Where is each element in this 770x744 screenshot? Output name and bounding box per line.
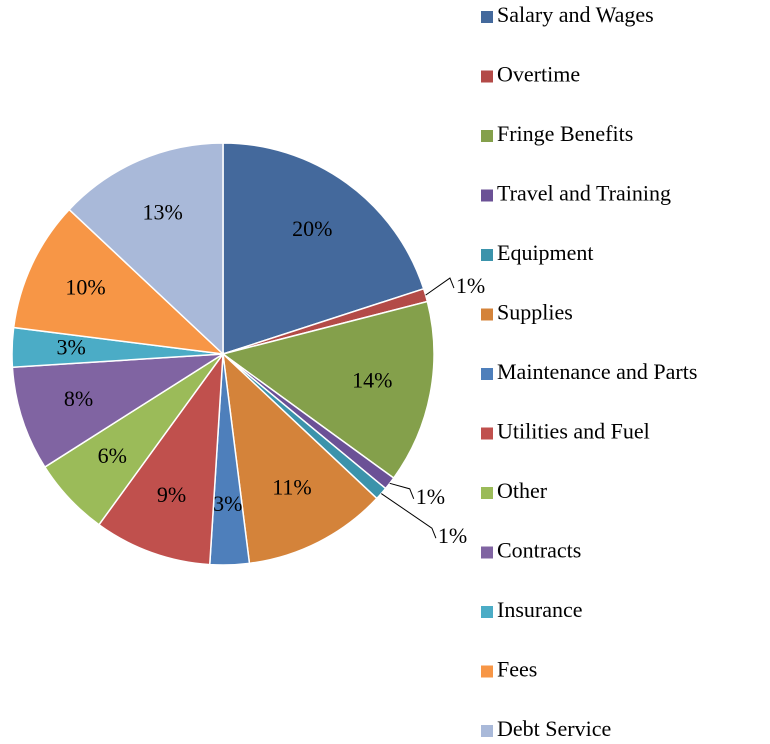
pie-slice: [12, 208, 226, 356]
data-label: 9%: [157, 482, 186, 507]
legend-swatch: [481, 308, 493, 321]
data-label: 1%: [456, 273, 485, 298]
pie-slice: [221, 300, 435, 480]
legend-swatch: [481, 427, 493, 440]
data-label: 3%: [213, 491, 242, 516]
data-label: 8%: [64, 386, 93, 411]
data-label: 3%: [56, 334, 85, 359]
legend-label: Insurance: [497, 597, 583, 622]
pie-slice: [11, 353, 224, 469]
data-label: 1%: [416, 484, 445, 509]
data-label: 14%: [352, 368, 392, 393]
legend-label: Salary and Wages: [497, 2, 654, 27]
legend-swatch: [481, 368, 493, 380]
legend-label: Debt Service: [497, 716, 611, 741]
legend-label: Fees: [497, 657, 537, 682]
legend-swatch: [481, 725, 493, 737]
legend-label: Utilities and Fuel: [497, 419, 650, 444]
data-label: 11%: [272, 474, 312, 499]
pie-slice: [68, 142, 224, 356]
legend-label: Contracts: [497, 538, 581, 563]
legend-swatch: [481, 130, 493, 142]
legend-swatch: [481, 70, 493, 83]
pie-slice: [222, 142, 425, 356]
legend-swatch: [481, 546, 493, 559]
data-label: 20%: [292, 216, 332, 241]
data-label: 10%: [65, 274, 105, 299]
legend-swatch: [481, 606, 493, 618]
legend-label: Equipment: [497, 240, 594, 265]
leader-line: [380, 493, 437, 539]
legend-swatch: [481, 665, 493, 678]
legend-swatch: [481, 189, 493, 202]
leader-line: [425, 277, 455, 296]
legend-label: Other: [497, 478, 548, 503]
legend-label: Maintenance and Parts: [497, 359, 697, 384]
legend-label: Travel and Training: [497, 181, 671, 206]
legend-swatch: [481, 487, 493, 499]
legend-swatch: [481, 249, 493, 261]
pie-slice: [97, 351, 224, 566]
legend-label: Overtime: [497, 62, 580, 87]
data-label: 13%: [143, 200, 183, 225]
pie-slice: [221, 352, 378, 565]
leader-line: [389, 482, 415, 500]
legend-label: Supplies: [497, 300, 573, 325]
legend-swatch: [481, 11, 493, 23]
legend-label: Fringe Benefits: [497, 121, 633, 146]
data-label: 6%: [98, 443, 127, 468]
data-label: 1%: [438, 523, 467, 548]
